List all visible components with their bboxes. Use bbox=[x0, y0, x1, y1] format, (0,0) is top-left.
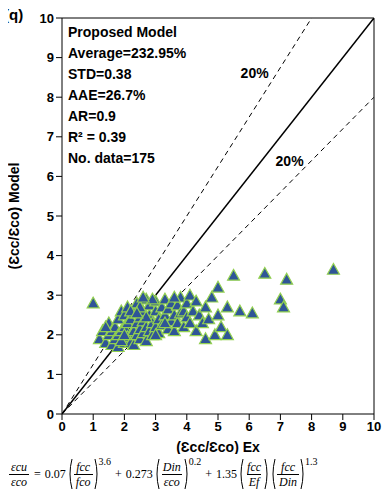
svg-text:10: 10 bbox=[40, 11, 54, 26]
html-text:STD=0.38: STD=0.38 bbox=[68, 66, 132, 82]
html-text:1.3: 1.3 bbox=[305, 456, 318, 467]
svg-text:(Ɛcc/Ɛco) Ex: (Ɛcc/Ɛco) Ex bbox=[176, 439, 260, 454]
html-text:Ef: Ef bbox=[248, 474, 260, 489]
svg-text:7: 7 bbox=[47, 129, 54, 144]
html-text:fcc: fcc bbox=[247, 459, 262, 474]
svg-text:4: 4 bbox=[47, 248, 55, 263]
svg-text:0: 0 bbox=[47, 407, 54, 422]
html-text:Din: Din bbox=[279, 474, 298, 489]
svg-text:4: 4 bbox=[183, 419, 191, 434]
svg-text:20%: 20% bbox=[241, 65, 270, 81]
svg-text:7: 7 bbox=[277, 419, 284, 434]
svg-text:3: 3 bbox=[47, 288, 54, 303]
html-text:(q): (q) bbox=[4, 6, 24, 23]
html-text:+ 1.35: + 1.35 bbox=[205, 466, 238, 481]
html-text:+ 0.273: + 0.273 bbox=[115, 466, 153, 481]
svg-text:5: 5 bbox=[47, 209, 54, 224]
html-text:AR=0.9: AR=0.9 bbox=[68, 108, 116, 124]
svg-text:20%: 20% bbox=[276, 153, 305, 169]
svg-text:5: 5 bbox=[214, 419, 221, 434]
html-text:3.6: 3.6 bbox=[98, 456, 111, 467]
html-text:fcc: fcc bbox=[281, 459, 296, 474]
html-text:fcc: fcc bbox=[76, 459, 91, 474]
svg-text:2: 2 bbox=[47, 327, 54, 342]
html-text:Din: Din bbox=[162, 459, 181, 474]
html-text:AAE=26.7%: AAE=26.7% bbox=[68, 87, 146, 103]
html-text:No. data=175: No. data=175 bbox=[68, 150, 155, 166]
html-text:εcu: εcu bbox=[11, 459, 28, 474]
svg-text:9: 9 bbox=[47, 50, 54, 65]
html-text:R² = 0.39: R² = 0.39 bbox=[68, 129, 126, 145]
svg-text:0: 0 bbox=[58, 419, 65, 434]
html-text:fco: fco bbox=[75, 474, 91, 489]
svg-text:1: 1 bbox=[90, 419, 97, 434]
svg-text:6: 6 bbox=[246, 419, 253, 434]
html-text:εco: εco bbox=[11, 474, 28, 489]
svg-text:8: 8 bbox=[47, 90, 54, 105]
svg-text:2: 2 bbox=[121, 419, 128, 434]
html-text:Average=232.95%: Average=232.95% bbox=[68, 45, 187, 61]
html-text:0.2: 0.2 bbox=[188, 456, 202, 467]
svg-text:1: 1 bbox=[47, 367, 54, 382]
svg-text:10: 10 bbox=[367, 419, 381, 434]
html-text:= 0.07: = 0.07 bbox=[34, 466, 66, 481]
svg-text:(Ɛcc/Ɛco) Model: (Ɛcc/Ɛco) Model bbox=[8, 163, 22, 270]
svg-text:8: 8 bbox=[308, 419, 315, 434]
html-text:Proposed Model: Proposed Model bbox=[68, 24, 177, 40]
svg-text:3: 3 bbox=[152, 419, 159, 434]
svg-text:9: 9 bbox=[339, 419, 346, 434]
svg-text:6: 6 bbox=[47, 169, 54, 184]
html-text:εco: εco bbox=[163, 474, 180, 489]
